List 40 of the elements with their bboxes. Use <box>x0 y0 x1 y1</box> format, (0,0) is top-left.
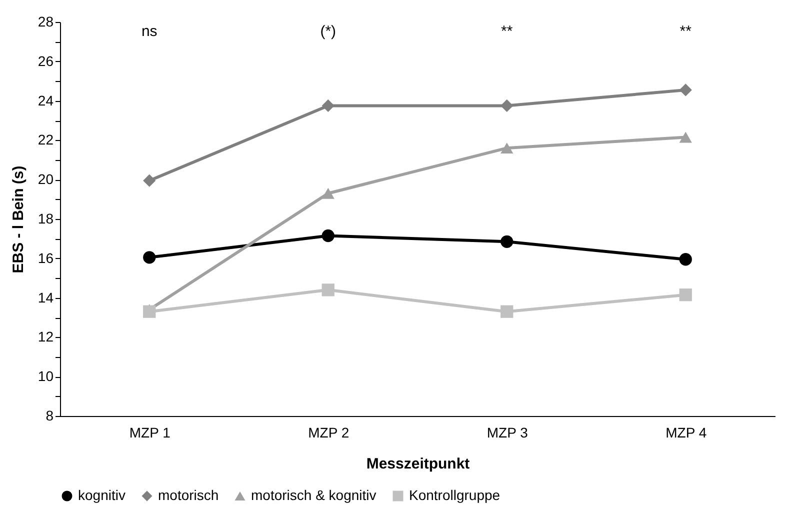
point <box>679 288 692 302</box>
x-tick-label: MZP 2 <box>308 424 350 440</box>
y-tick-label: 20 <box>38 171 54 188</box>
point <box>679 253 692 266</box>
y-tick-label: 10 <box>38 368 54 384</box>
point <box>679 132 692 143</box>
point <box>143 174 156 187</box>
annotation: ** <box>501 23 513 40</box>
y-tick-label: 16 <box>38 250 54 266</box>
point <box>679 84 692 96</box>
point <box>322 188 334 199</box>
x-tick-label: MZP 3 <box>486 424 528 440</box>
point <box>322 284 334 296</box>
legend-label: kognitiv <box>78 487 126 503</box>
legend-label: Kontrollgruppe <box>409 487 500 503</box>
point <box>143 305 156 318</box>
legend-label: motorisch & kognitiv <box>251 487 376 503</box>
y-tick-label: 22 <box>38 132 54 148</box>
point <box>322 229 334 242</box>
y-tick-label: 8 <box>46 408 54 424</box>
annotation: ** <box>680 23 692 40</box>
point <box>322 99 334 112</box>
y-tick-label: 26 <box>38 52 54 69</box>
annotation: ns <box>141 23 158 40</box>
y-tick-label: 12 <box>38 328 54 345</box>
annotation: (*) <box>320 23 336 40</box>
legend-label: motorisch <box>158 487 219 503</box>
x-tick-label: MZP 4 <box>666 424 707 440</box>
point <box>143 251 156 264</box>
x-tick-label: MZP 1 <box>129 424 171 440</box>
y-tick-label: 28 <box>38 14 54 30</box>
y-tick-label: 24 <box>38 92 54 108</box>
y-axis-title: EBS - l Bein (s) <box>10 166 27 274</box>
y-tick-label: 14 <box>38 289 54 306</box>
point <box>500 235 514 248</box>
y-tick-label: 18 <box>38 210 54 226</box>
point <box>500 305 514 318</box>
point <box>500 99 514 112</box>
x-axis-title: Messzeitpunkt <box>366 456 470 472</box>
point <box>500 142 514 154</box>
